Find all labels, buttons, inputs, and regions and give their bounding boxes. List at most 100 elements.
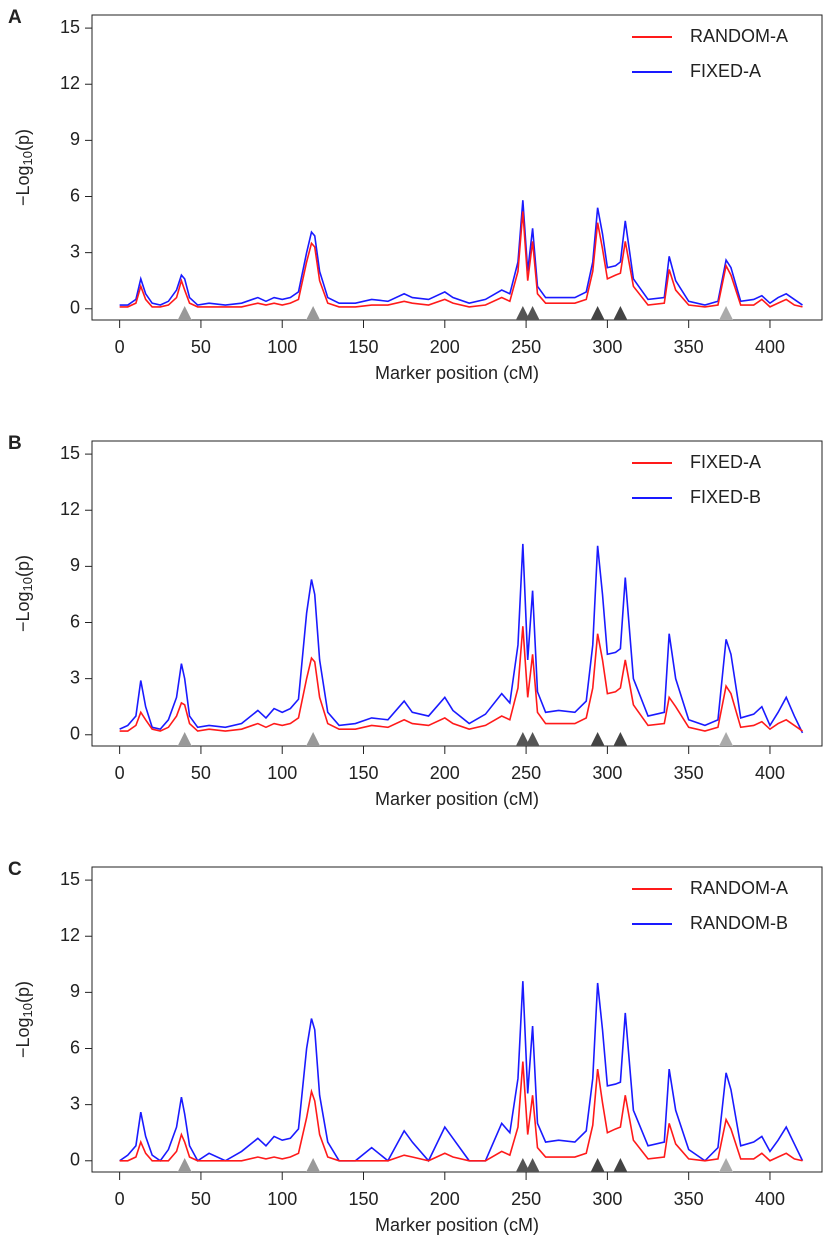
plot-frame (91, 440, 823, 747)
y-label-subscript: 10 (20, 1003, 35, 1017)
series-line (119, 211, 803, 308)
x-tick-label: 250 (511, 337, 541, 357)
x-tick-label: 0 (115, 337, 125, 357)
position-marker (590, 306, 605, 320)
x-tick-label: 200 (430, 763, 460, 783)
position-marker (525, 306, 540, 320)
x-tick-label: 350 (674, 763, 704, 783)
legend-label: FIXED-B (690, 487, 761, 507)
legend-label: FIXED-A (690, 61, 761, 81)
y-tick-label: 6 (70, 611, 80, 631)
position-marker (590, 1158, 605, 1172)
y-label-text: −Log (13, 165, 33, 206)
x-tick-label: 50 (191, 1189, 211, 1209)
position-marker (525, 1158, 540, 1172)
series-line (119, 200, 803, 306)
x-tick-label: 400 (755, 763, 785, 783)
series-line (119, 626, 803, 732)
y-tick-label: 15 (60, 869, 80, 889)
position-marker (515, 732, 530, 746)
x-tick-label: 50 (191, 337, 211, 357)
x-tick-label: 150 (348, 337, 378, 357)
y-label-subscript: 10 (20, 577, 35, 591)
x-tick-label: 150 (348, 763, 378, 783)
x-tick-label: 0 (115, 763, 125, 783)
legend-label: RANDOM-B (690, 913, 788, 933)
y-tick-label: 0 (70, 1150, 80, 1170)
x-tick-label: 250 (511, 1189, 541, 1209)
position-marker (719, 306, 734, 320)
x-tick-label: 350 (674, 1189, 704, 1209)
x-tick-label: 250 (511, 763, 541, 783)
y-tick-label: 15 (60, 443, 80, 463)
x-tick-label: 0 (115, 1189, 125, 1209)
x-tick-label: 350 (674, 337, 704, 357)
x-tick-label: 200 (430, 337, 460, 357)
x-tick-label: 300 (592, 1189, 622, 1209)
position-marker (613, 1158, 628, 1172)
y-label-text: −Log (13, 1017, 33, 1058)
x-axis-label: Marker position (cM) (375, 1215, 539, 1235)
position-marker (177, 306, 192, 320)
y-label-suffix: (p) (13, 555, 33, 577)
x-tick-label: 400 (755, 1189, 785, 1209)
plot-frame (91, 14, 823, 321)
position-marker (613, 306, 628, 320)
position-marker (515, 306, 530, 320)
x-tick-label: 100 (267, 763, 297, 783)
y-tick-label: 9 (70, 981, 80, 1001)
y-tick-label: 6 (70, 185, 80, 205)
position-marker (177, 732, 192, 746)
position-marker (306, 732, 321, 746)
position-marker (590, 732, 605, 746)
panel-label: A (8, 7, 22, 28)
x-tick-label: 150 (348, 1189, 378, 1209)
position-marker (719, 1158, 734, 1172)
panel-label: C (8, 859, 22, 880)
y-axis-label: −Log10(p) (13, 129, 36, 206)
x-tick-label: 200 (430, 1189, 460, 1209)
series-line (119, 543, 804, 734)
series-line (119, 1061, 803, 1162)
legend-label: FIXED-A (690, 452, 761, 472)
x-tick-label: 100 (267, 1189, 297, 1209)
y-tick-label: 3 (70, 667, 80, 687)
x-tick-label: 300 (592, 763, 622, 783)
y-tick-label: 12 (60, 499, 80, 519)
x-tick-label: 50 (191, 763, 211, 783)
x-tick-label: 400 (755, 337, 785, 357)
position-marker (719, 732, 734, 746)
y-tick-label: 12 (60, 73, 80, 93)
panel-label: B (8, 433, 22, 454)
y-tick-label: 9 (70, 555, 80, 575)
x-axis-label: Marker position (cM) (375, 363, 539, 383)
y-axis-label: −Log10(p) (13, 555, 36, 632)
y-tick-label: 9 (70, 129, 80, 149)
y-axis-label: −Log10(p) (13, 981, 36, 1058)
y-tick-label: 12 (60, 925, 80, 945)
plot-frame (91, 866, 823, 1173)
y-label-suffix: (p) (13, 981, 33, 1003)
y-tick-label: 3 (70, 1093, 80, 1113)
y-tick-label: 0 (70, 298, 80, 318)
y-tick-label: 6 (70, 1037, 80, 1057)
position-marker (525, 732, 540, 746)
position-marker (613, 732, 628, 746)
y-label-text: −Log (13, 591, 33, 632)
position-marker (177, 1158, 192, 1172)
y-tick-label: 0 (70, 724, 80, 744)
x-tick-label: 300 (592, 337, 622, 357)
position-marker (306, 306, 321, 320)
legend-label: RANDOM-A (690, 878, 788, 898)
y-tick-label: 15 (60, 17, 80, 37)
position-marker (306, 1158, 321, 1172)
series-line (119, 981, 804, 1163)
x-tick-label: 100 (267, 337, 297, 357)
y-label-subscript: 10 (20, 151, 35, 165)
position-marker (515, 1158, 530, 1172)
legend-label: RANDOM-A (690, 26, 788, 46)
